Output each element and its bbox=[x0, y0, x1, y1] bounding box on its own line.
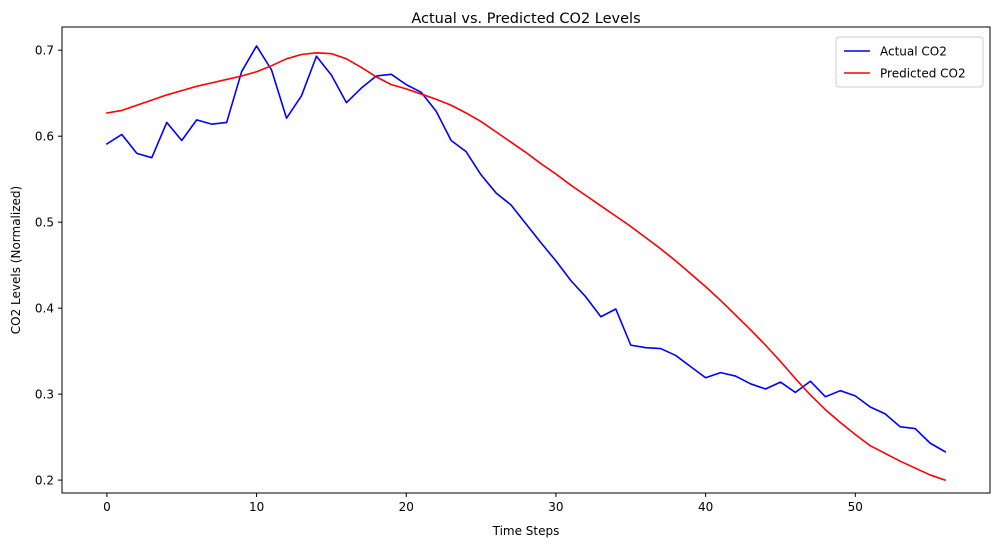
legend-box bbox=[835, 36, 984, 88]
x-tick-label: 40 bbox=[698, 500, 713, 514]
x-tick-label: 30 bbox=[548, 500, 563, 514]
x-axis-label: Time Steps bbox=[492, 524, 560, 538]
y-axis-ticks: 0.2 0.3 0.4 0.5 0.6 0.7 bbox=[35, 44, 62, 488]
y-tick-label: 0.7 bbox=[35, 44, 54, 58]
legend-label-predicted: Predicted CO2 bbox=[880, 67, 966, 81]
series-line-actual bbox=[105, 45, 947, 453]
y-axis-label: CO2 Levels (Normalized) bbox=[9, 186, 23, 334]
series-line-predicted bbox=[105, 51, 947, 482]
series-layer bbox=[105, 45, 947, 482]
plot-area: 0 10 20 30 40 50 0.2 0.3 0.4 0.5 0.6 0.7 bbox=[35, 26, 991, 514]
y-tick-label: 0.6 bbox=[35, 130, 54, 144]
x-axis-ticks: 0 10 20 30 40 50 bbox=[103, 493, 863, 514]
y-tick-label: 0.3 bbox=[35, 388, 54, 402]
y-tick-label: 0.5 bbox=[35, 216, 54, 230]
y-tick-label: 0.4 bbox=[35, 302, 54, 316]
x-tick-label: 0 bbox=[103, 500, 111, 514]
chart-title: Actual vs. Predicted CO2 Levels bbox=[411, 11, 640, 27]
x-tick-label: 10 bbox=[249, 500, 264, 514]
legend: Actual CO2 Predicted CO2 bbox=[835, 36, 984, 88]
x-tick-label: 20 bbox=[399, 500, 414, 514]
x-tick-label: 50 bbox=[848, 500, 863, 514]
legend-label-actual: Actual CO2 bbox=[880, 45, 947, 59]
y-tick-label: 0.2 bbox=[35, 474, 54, 488]
axes-frame bbox=[61, 26, 991, 494]
